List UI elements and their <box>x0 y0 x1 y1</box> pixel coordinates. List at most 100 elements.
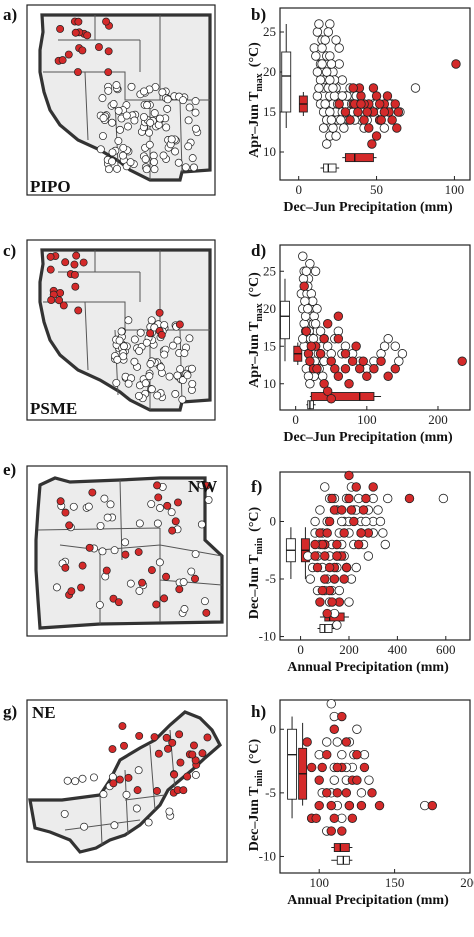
red-point <box>319 379 329 389</box>
open-point <box>320 35 330 45</box>
map-site-red <box>102 17 111 26</box>
map-site-red <box>170 770 179 779</box>
map-site-red <box>146 329 155 338</box>
red-point <box>344 379 354 389</box>
red-point <box>346 505 357 515</box>
open-point <box>312 27 323 37</box>
red-point <box>361 493 371 504</box>
map-site-red <box>108 745 117 754</box>
map-site-open <box>150 109 159 118</box>
open-point <box>312 67 323 77</box>
y-tick-label: 20 <box>263 64 276 79</box>
open-point <box>332 620 342 630</box>
box-x-marginal <box>319 624 333 633</box>
red-point <box>322 528 332 538</box>
map-site-red <box>61 563 70 572</box>
map-site-open <box>191 108 200 117</box>
map-site-red <box>157 330 166 339</box>
map-site-open <box>98 94 107 103</box>
open-point <box>326 59 337 69</box>
panel-letter-e: e) <box>3 460 16 479</box>
open-point <box>356 788 367 798</box>
map-site-red <box>154 749 163 758</box>
x-tick-label: 400 <box>388 642 408 657</box>
open-point <box>337 75 347 85</box>
map-site-red <box>150 733 159 742</box>
red-point <box>326 826 336 836</box>
open-point <box>380 539 390 550</box>
map-site-open <box>153 519 162 528</box>
red-point <box>322 608 332 619</box>
open-point <box>325 51 335 61</box>
map-site-red <box>191 574 199 583</box>
map-site-red <box>153 787 161 795</box>
open-point <box>334 59 344 69</box>
map-site-open <box>140 113 148 122</box>
red-point <box>390 364 400 374</box>
open-point <box>329 775 339 785</box>
open-point <box>322 737 332 747</box>
open-point <box>375 516 386 527</box>
map-site-open <box>120 342 128 351</box>
map-site-open <box>153 391 162 400</box>
map-site-open <box>110 546 119 555</box>
region-label-nw: NW <box>188 477 217 496</box>
map-site-open <box>122 111 131 120</box>
y-tick-label: 0 <box>270 721 277 736</box>
map-site-open <box>156 504 164 512</box>
map-site-red <box>198 749 207 758</box>
red-point <box>332 762 343 773</box>
map-site-open <box>179 578 188 587</box>
red-point <box>352 775 362 785</box>
open-point <box>390 341 400 351</box>
red-point <box>379 107 390 117</box>
map-site-red <box>183 772 192 781</box>
map-site-open <box>146 360 155 368</box>
red-point <box>341 737 352 747</box>
open-point <box>305 379 315 389</box>
map-site-open <box>191 124 200 133</box>
map-site-open <box>143 101 152 110</box>
map-site-open <box>134 766 143 775</box>
plot-frame <box>279 7 471 181</box>
map-site-open <box>173 336 182 345</box>
map-site-red <box>124 773 133 782</box>
map-site-open <box>147 316 156 325</box>
box-x-marginal <box>323 163 337 173</box>
map-site-red <box>162 572 171 581</box>
red-point <box>427 800 438 811</box>
map-site-red <box>109 779 118 788</box>
open-point <box>352 724 362 734</box>
x-tick-label: 0 <box>292 412 299 427</box>
map-site-red <box>65 521 74 530</box>
map-site-open <box>110 821 119 830</box>
red-point <box>322 319 333 329</box>
map-site-open <box>178 376 187 385</box>
red-point <box>315 597 325 607</box>
red-point <box>341 562 352 573</box>
open-point <box>323 27 333 37</box>
map-site-open <box>109 100 118 108</box>
map-site-red <box>164 744 172 753</box>
open-point <box>318 123 329 133</box>
map-site-open <box>191 550 200 559</box>
map-site-open <box>197 520 206 529</box>
map-site-red <box>171 517 180 526</box>
open-point <box>373 505 383 515</box>
map-site-red <box>202 608 211 617</box>
map-panel-g: g) NE <box>3 699 228 863</box>
map-site-open <box>80 822 89 831</box>
map-site-open <box>141 379 150 388</box>
map-site-open <box>150 165 159 174</box>
map-site-open <box>181 163 190 172</box>
open-point <box>311 51 321 61</box>
map-site-red <box>71 28 80 37</box>
map-site-red <box>162 733 171 742</box>
map-site-red <box>138 578 147 587</box>
map-site-red <box>64 50 73 59</box>
map-site-red <box>78 561 87 570</box>
red-point <box>339 574 349 584</box>
map-site-red <box>85 543 94 552</box>
open-point <box>317 59 327 69</box>
map-site-open <box>60 809 69 818</box>
